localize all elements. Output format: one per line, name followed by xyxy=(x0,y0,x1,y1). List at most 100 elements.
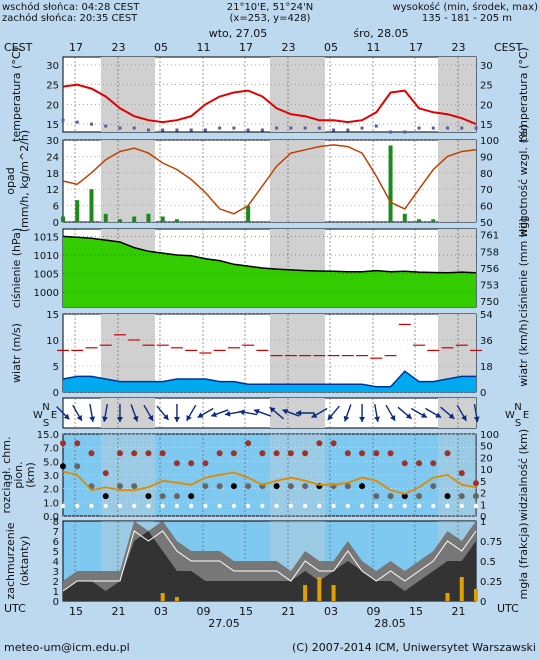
cloud-low-marker xyxy=(174,503,180,509)
wind-arrow xyxy=(143,404,154,422)
cloud-tick: 7 xyxy=(53,527,59,538)
cloud-base-marker xyxy=(473,493,479,500)
dewpoint-marker xyxy=(289,126,293,130)
dewpoint-marker xyxy=(61,118,65,122)
precip-bar xyxy=(132,216,137,222)
cloud-low-marker xyxy=(331,503,336,509)
cloud-low-marker xyxy=(288,503,294,509)
wind-arrow xyxy=(72,404,83,422)
wind-arrow-head xyxy=(89,416,96,422)
precip-bar xyxy=(417,219,422,222)
cloud-base-marker xyxy=(344,483,351,490)
temp-tick-right: 25 xyxy=(480,81,493,92)
panel-2: 1000 1005 1010 1015 750 753 756 758 761 ciśnienie… xyxy=(10,218,530,319)
cloud-tick-left: 1.0 xyxy=(43,498,59,509)
cloud-tick: 3 xyxy=(53,567,59,578)
wind-tick-left: 5 xyxy=(53,362,59,373)
dewpoint-marker xyxy=(189,128,193,132)
dewpoint-marker xyxy=(317,126,321,130)
cloud-low-marker xyxy=(117,503,123,509)
wind-arrow xyxy=(269,406,284,420)
date2-bottom: 28.05 xyxy=(374,617,406,630)
cloud-base-marker xyxy=(131,483,138,490)
fog-axis-label: mgła (frakcja) xyxy=(517,523,530,600)
dewpoint-marker xyxy=(132,126,136,130)
precip-bar xyxy=(117,219,122,222)
wind-arrow xyxy=(327,405,340,421)
bottom-hour-label: 03 xyxy=(324,605,338,618)
top-hour-label: 17 xyxy=(409,41,423,54)
cloud-base-marker xyxy=(159,493,166,500)
temp-tick-left: 30 xyxy=(46,61,59,72)
cloud-base-marker xyxy=(116,483,123,490)
cloud-top-marker xyxy=(102,470,109,477)
cloud-low-marker xyxy=(317,503,322,509)
wind-arrow xyxy=(440,406,455,420)
night-band xyxy=(270,140,325,222)
cloud-low-marker xyxy=(302,503,308,509)
visibility-tick: 0 xyxy=(480,512,486,523)
wind-arrow-head xyxy=(296,410,302,416)
precip-bar xyxy=(431,219,436,222)
wind-axis-label-left: wiatr (m/s) xyxy=(10,323,23,383)
dewpoint-marker xyxy=(346,128,350,132)
cloud-base-marker xyxy=(230,483,237,490)
cloud-tick: 2 xyxy=(53,577,59,588)
cloud-low-marker xyxy=(160,503,165,509)
compass-n-right: N xyxy=(514,402,521,413)
cloud-top-marker xyxy=(401,460,408,467)
pressure-axis-label-right: ciśnienie (mm Hg) xyxy=(517,218,530,319)
visibility-tick: 5 xyxy=(480,477,486,488)
cloud-base-marker xyxy=(373,493,380,500)
humidity-tick: 70 xyxy=(480,185,493,196)
wind-arrow-head xyxy=(162,414,169,420)
top-hour-label: 23 xyxy=(282,41,296,54)
wind-arrow-head xyxy=(435,412,442,418)
precip-tick: 12 xyxy=(46,185,59,196)
panel-0: 15 20 25 30 15 20 25 30 temperatura (°C) temperat… xyxy=(10,47,530,142)
cloud-base-marker xyxy=(401,493,408,500)
dewpoint-marker xyxy=(275,126,279,130)
cloud-top-marker xyxy=(344,450,351,457)
cloud-top-marker xyxy=(188,460,195,467)
precip-tick: 6 xyxy=(53,202,59,213)
date1-bottom: 27.05 xyxy=(208,617,240,630)
bottom-hour-label: 15 xyxy=(409,605,423,618)
precip-unit-label: (mm/h, kg/m^2/h) xyxy=(18,130,31,232)
dewpoint-marker xyxy=(431,126,435,130)
precip-bar xyxy=(388,145,393,222)
wind-arrow xyxy=(425,407,442,419)
cloud-base-marker xyxy=(74,463,81,470)
visibility-tick: 2 xyxy=(480,489,486,500)
cloud-low-area xyxy=(63,531,476,601)
top-hour-label: 05 xyxy=(324,41,338,54)
top-hour-label: 11 xyxy=(197,41,211,54)
precip-bar xyxy=(75,200,80,222)
wind-arrow xyxy=(156,405,170,421)
date1-top: wto, 27.05 xyxy=(209,27,268,40)
wind-arrow-head xyxy=(147,414,154,421)
cloud-top-marker xyxy=(74,440,81,447)
wind-tick-left: 10 xyxy=(46,336,59,347)
cloud-top-marker xyxy=(216,450,223,457)
cloud-low-marker xyxy=(203,503,208,509)
cloud-top-marker xyxy=(287,450,294,457)
cloud-low-marker xyxy=(445,503,450,509)
wind-arrow-head xyxy=(239,409,245,416)
cloud-base-marker xyxy=(145,493,152,500)
dewpoint-marker xyxy=(389,130,393,134)
wind-arrow xyxy=(456,404,467,422)
wind-arrow-head xyxy=(311,412,318,418)
night-band xyxy=(101,314,155,392)
cloud-top-marker xyxy=(173,460,180,467)
precip-bar xyxy=(246,205,251,222)
dewpoint-marker xyxy=(374,124,378,128)
dewpoint-marker xyxy=(332,128,336,132)
altitude-values: 135 - 181 - 205 m xyxy=(422,13,512,24)
cloud-base-marker xyxy=(273,483,280,490)
top-hour-label: 23 xyxy=(452,41,466,54)
humidity-line xyxy=(62,144,477,215)
wind-arrow-head xyxy=(420,412,427,418)
wind-arrow xyxy=(56,406,70,420)
